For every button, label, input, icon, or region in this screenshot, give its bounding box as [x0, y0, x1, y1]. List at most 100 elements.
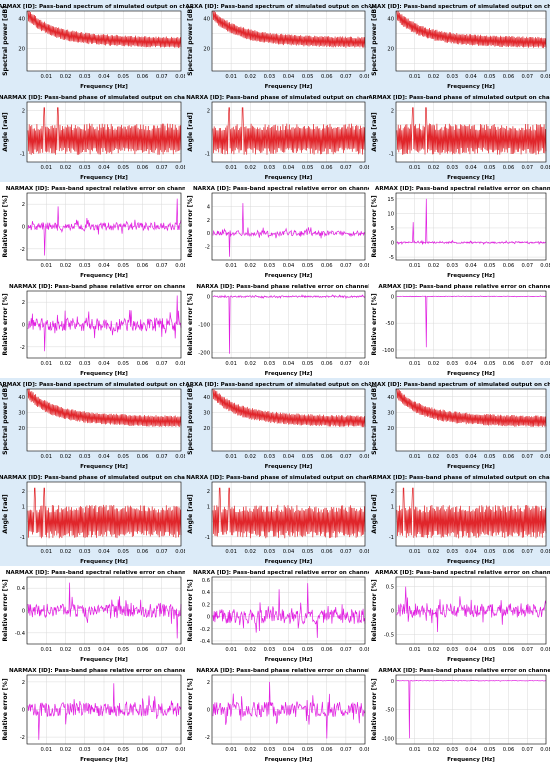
y-axis-label: Spectral power [dB] — [187, 6, 194, 76]
x-tick-label: 0.07 — [156, 263, 168, 269]
x-tick-label: 0.07 — [521, 165, 533, 171]
y-tick-label: -1 — [389, 151, 394, 157]
x-axis-label: Frequency [Hz] — [447, 559, 495, 565]
y-axis-label: Relative error [%] — [2, 678, 9, 741]
y-tick-label: 40 — [387, 395, 394, 401]
y-tick-label: 4 — [207, 204, 211, 210]
x-tick-label: 0.05 — [302, 549, 314, 555]
y-tick-label: 15 — [387, 197, 394, 203]
chart-title: NARXA [ID]: Pass-band phase of simulated… — [186, 475, 369, 481]
y-axis-label: Angle [rad] — [2, 494, 9, 534]
x-tick-label: 0.02 — [60, 361, 72, 367]
y-tick-label: 2 — [391, 109, 394, 115]
x-tick-label: 0.06 — [137, 454, 149, 460]
x-tick-label: 0.03 — [446, 747, 458, 753]
x-tick-label: 0.03 — [264, 165, 276, 171]
chart-svg: ARMAX [ID]: Pass-band phase relative err… — [371, 284, 550, 377]
x-tick-label: 0.06 — [321, 361, 333, 367]
x-tick-label: 0.07 — [156, 165, 168, 171]
x-tick-label: 0.04 — [465, 647, 477, 653]
x-tick-label: 0.05 — [484, 361, 496, 367]
x-tick-label: 0.05 — [117, 747, 129, 753]
x-tick-label: 0.04 — [465, 454, 477, 460]
x-tick-label: 0.07 — [340, 361, 352, 367]
chart-svg: NARMAX [ID]: Pass-band spectral relative… — [2, 186, 185, 279]
chart-svg: ARMAX [ID]: Pass-band spectrum of simula… — [369, 382, 550, 470]
x-tick-label: 0.02 — [244, 263, 256, 269]
x-tick-label: 0.04 — [283, 74, 295, 80]
x-tick-label: 0.03 — [79, 165, 91, 171]
x-tick-label: 0.03 — [264, 747, 276, 753]
chart-svg: NARXA [ID]: Pass-band spectrum of simula… — [185, 382, 369, 470]
x-tick-label: 0.06 — [503, 361, 515, 367]
x-tick-label: 0.07 — [340, 165, 352, 171]
series-line — [27, 388, 182, 427]
x-tick-label: 0.05 — [302, 165, 314, 171]
x-tick-label: 0.01 — [409, 454, 421, 460]
y-axis-label: Angle [rad] — [2, 112, 9, 152]
chart-panel-r7c2: ARMAX [ID]: Pass-band phase relative err… — [369, 664, 550, 764]
x-tick-label: 0.05 — [484, 165, 496, 171]
x-tick-label: 0.02 — [244, 361, 256, 367]
axes-frame — [211, 674, 366, 745]
x-tick-label: 0.01 — [225, 74, 237, 80]
series-line — [396, 388, 547, 428]
x-tick-label: 0.08 — [359, 263, 369, 269]
chart-svg: NARMAX [ID]: Pass-band spectral relative… — [2, 570, 185, 663]
y-tick-label: 30 — [18, 410, 25, 416]
x-tick-label: 0.07 — [156, 74, 168, 80]
y-tick-label: -2 — [205, 735, 210, 741]
x-tick-label: 0.03 — [79, 647, 91, 653]
x-tick-label: 0.04 — [98, 263, 110, 269]
axes-frame — [395, 101, 547, 163]
chart-panel-r2c1: NARXA [ID]: Pass-band spectral relative … — [185, 182, 369, 280]
y-tick-label: -200 — [198, 350, 210, 356]
x-tick-label: 0.01 — [40, 747, 52, 753]
chart-panel-r6c1: NARXA [ID]: Pass-band spectral relative … — [185, 566, 369, 664]
x-tick-label: 0.07 — [156, 454, 168, 460]
x-tick-label: 0.01 — [40, 361, 52, 367]
x-tick-label: 0.02 — [428, 165, 440, 171]
y-tick-label: -5 — [389, 255, 394, 261]
x-tick-label: 0.08 — [175, 549, 185, 555]
x-tick-label: 0.03 — [79, 74, 91, 80]
series-line — [396, 679, 547, 739]
x-tick-label: 0.05 — [302, 747, 314, 753]
chart-panel-r6c2: ARMAX [ID]: Pass-band spectral relative … — [369, 566, 550, 664]
chart-panel-r3c0: NARMAX [ID]: Pass-band phase relative er… — [0, 280, 185, 378]
axes-frame — [26, 192, 182, 261]
axes-frame — [395, 10, 547, 72]
y-tick-label: 2 — [391, 489, 394, 495]
series-line — [212, 583, 366, 638]
series-line — [396, 107, 547, 155]
y-axis-label: Relative error [%] — [371, 678, 378, 741]
y-axis-label: Relative error [%] — [187, 293, 194, 356]
chart-panel-r1c1: NARXA [ID]: Pass-band phase of simulated… — [185, 91, 369, 182]
chart-svg: NARXA [ID]: Pass-band phase relative err… — [187, 668, 369, 763]
chart-title: NARXA [ID]: Pass-band spectral relative … — [193, 186, 369, 192]
x-axis-label: Frequency [Hz] — [265, 84, 313, 90]
chart-panel-r0c1: NARXA [ID]: Pass-band spectrum of simula… — [185, 0, 369, 91]
y-tick-label: 0 — [391, 679, 394, 685]
chart-title: ARMAX [ID]: Pass-band spectral relative … — [375, 570, 550, 576]
y-tick-label: 2 — [207, 218, 210, 224]
x-tick-label: 0.05 — [484, 747, 496, 753]
x-tick-label: 0.01 — [40, 454, 52, 460]
x-axis-label: Frequency [Hz] — [447, 273, 495, 279]
x-tick-label: 0.01 — [409, 647, 421, 653]
x-tick-label: 0.04 — [98, 361, 110, 367]
x-axis-label: Frequency [Hz] — [447, 757, 495, 763]
x-tick-label: 0.05 — [117, 549, 129, 555]
x-tick-label: 0.03 — [264, 361, 276, 367]
y-tick-label: 2 — [22, 489, 25, 495]
x-tick-label: 0.06 — [503, 74, 515, 80]
series-line — [27, 295, 182, 352]
y-tick-label: 0 — [22, 225, 25, 231]
y-tick-label: 0 — [391, 609, 394, 615]
chart-svg: ARMAX [ID]: Pass-band spectrum of simula… — [369, 4, 550, 90]
y-axis-label: Angle [rad] — [371, 112, 378, 152]
chart-panel-r4c2: ARMAX [ID]: Pass-band spectrum of simula… — [369, 378, 550, 471]
y-tick-label: 2 — [22, 202, 25, 208]
chart-svg: NARXA [ID]: Pass-band phase of simulated… — [186, 475, 369, 565]
x-tick-label: 0.07 — [521, 74, 533, 80]
